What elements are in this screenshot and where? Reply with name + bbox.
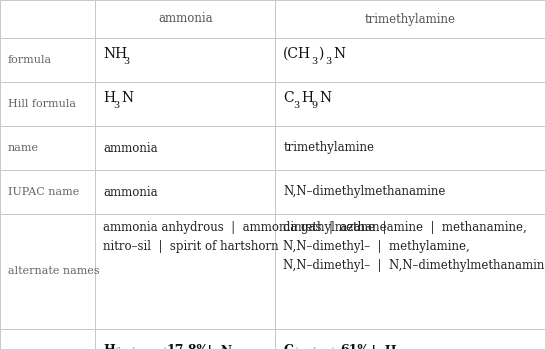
Bar bbox=[0, 329, 95, 349]
Bar bbox=[275, 329, 545, 349]
Text: dimethylmethaneamine  |  methanamine,
N,N–dimethyl–  |  methylamine,
N,N–dimethy: dimethylmethaneamine | methanamine, N,N–… bbox=[283, 221, 545, 272]
Text: H: H bbox=[104, 91, 116, 105]
Text: name: name bbox=[8, 143, 39, 153]
Bar bbox=[95, 329, 275, 349]
Text: formula: formula bbox=[8, 55, 52, 65]
Bar bbox=[0, 214, 95, 329]
Bar bbox=[95, 82, 275, 126]
Text: 3: 3 bbox=[311, 57, 318, 66]
Text: N: N bbox=[319, 91, 331, 105]
Text: IUPAC name: IUPAC name bbox=[8, 187, 79, 197]
Text: C: C bbox=[283, 344, 293, 349]
Bar bbox=[0, 0, 95, 38]
Bar bbox=[275, 126, 545, 170]
Text: N: N bbox=[122, 91, 134, 105]
Bar bbox=[0, 38, 95, 82]
Text: ammonia: ammonia bbox=[104, 186, 158, 199]
Text: H: H bbox=[301, 91, 313, 105]
Text: 61%: 61% bbox=[340, 344, 370, 349]
Text: trimethylamine: trimethylamine bbox=[365, 13, 456, 25]
Text: ammonia anhydrous  |  ammonia gas  |  azane  |
nitro–sil  |  spirit of hartshorn: ammonia anhydrous | ammonia gas | azane … bbox=[104, 221, 387, 253]
Text: H: H bbox=[104, 344, 115, 349]
Bar bbox=[0, 170, 95, 214]
Text: |  N: | N bbox=[203, 344, 233, 349]
Text: 3: 3 bbox=[325, 57, 331, 66]
Bar bbox=[95, 0, 275, 38]
Text: (carbon): (carbon) bbox=[294, 347, 335, 349]
Bar bbox=[95, 170, 275, 214]
Text: 3: 3 bbox=[293, 101, 299, 110]
Text: |  H: | H bbox=[367, 344, 397, 349]
Text: (hydrogen): (hydrogen) bbox=[114, 347, 168, 349]
Text: 17.8%: 17.8% bbox=[166, 344, 209, 349]
Text: C: C bbox=[283, 91, 294, 105]
Bar bbox=[275, 82, 545, 126]
Text: 9: 9 bbox=[311, 101, 317, 110]
Bar bbox=[95, 38, 275, 82]
Text: trimethylamine: trimethylamine bbox=[283, 141, 374, 155]
Bar bbox=[0, 126, 95, 170]
Text: 3: 3 bbox=[113, 101, 119, 110]
Text: (CH: (CH bbox=[283, 47, 311, 61]
Text: NH: NH bbox=[104, 47, 128, 61]
Text: N: N bbox=[333, 47, 346, 61]
Bar bbox=[275, 214, 545, 329]
Text: ): ) bbox=[318, 47, 324, 61]
Bar bbox=[95, 126, 275, 170]
Text: N,N–dimethylmethanamine: N,N–dimethylmethanamine bbox=[283, 186, 446, 199]
Text: 3: 3 bbox=[123, 57, 130, 66]
Text: alternate names: alternate names bbox=[8, 267, 100, 276]
Text: ammonia: ammonia bbox=[104, 141, 158, 155]
Bar bbox=[275, 38, 545, 82]
Text: Hill formula: Hill formula bbox=[8, 99, 76, 109]
Bar bbox=[0, 82, 95, 126]
Bar bbox=[275, 170, 545, 214]
Bar bbox=[95, 214, 275, 329]
Text: ammonia: ammonia bbox=[158, 13, 213, 25]
Bar bbox=[275, 0, 545, 38]
